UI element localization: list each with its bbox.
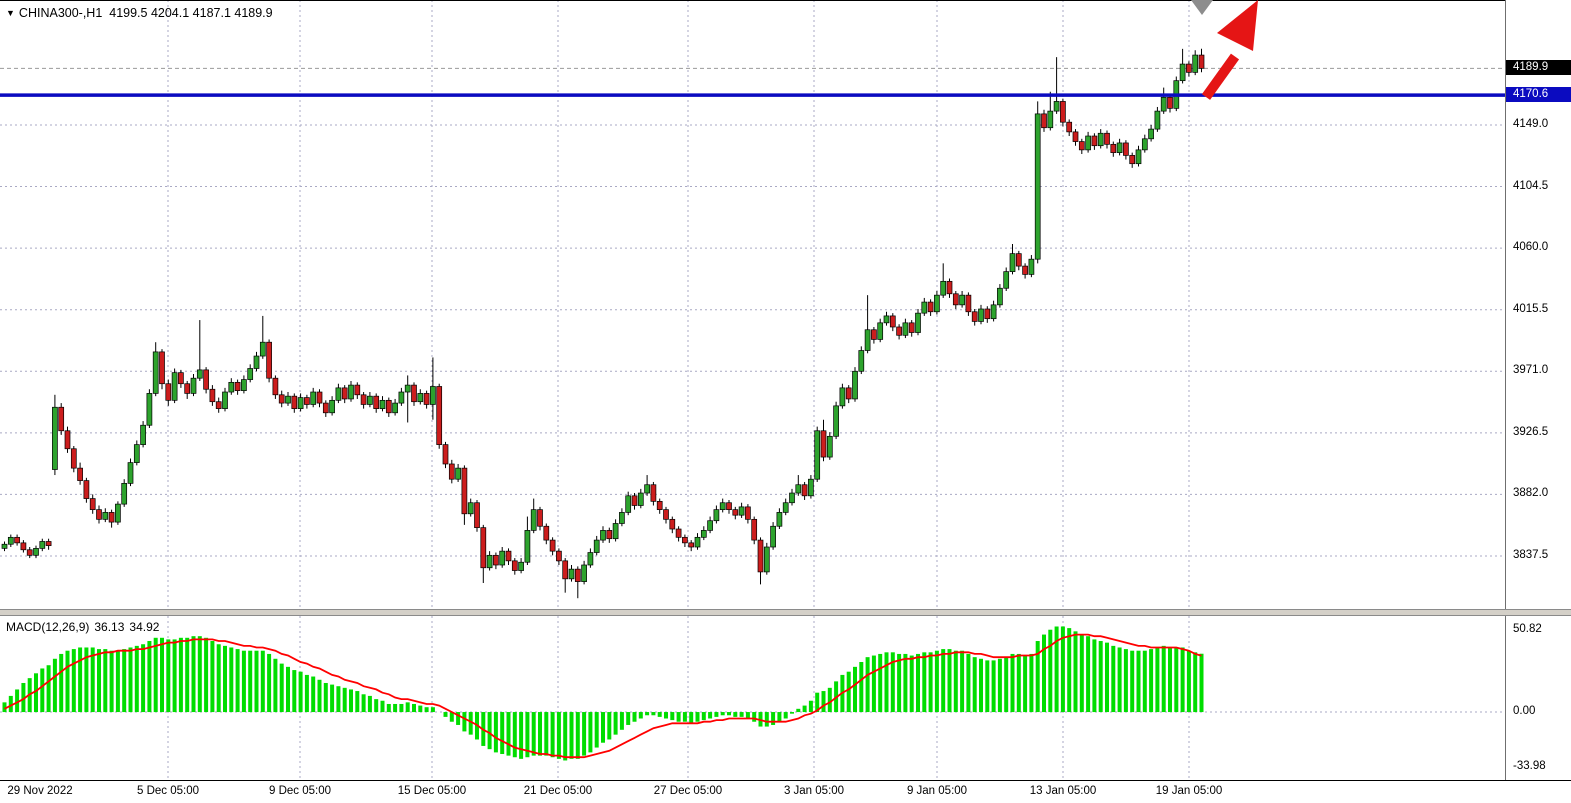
indicator-signal-value: 34.92 bbox=[129, 620, 160, 634]
price-tick-label: 3971.0 bbox=[1513, 364, 1549, 377]
time-tick-label: 3 Jan 05:00 bbox=[783, 785, 845, 797]
time-tick-label: 21 Dec 05:00 bbox=[523, 785, 593, 797]
macd-tick-label: -33.98 bbox=[1513, 759, 1546, 772]
price-axis[interactable]: 4149.0 4104.5 4060.0 4015.5 3971.0 3926.5 3882… bbox=[1505, 0, 1571, 780]
candles-group bbox=[1, 48, 1205, 599]
time-tick-label: 9 Dec 05:00 bbox=[268, 785, 332, 797]
indicator-name: MACD(12,26,9) bbox=[6, 620, 90, 634]
indicator-macd-value: 36.13 bbox=[94, 620, 125, 634]
price-grid bbox=[0, 0, 1505, 609]
price-tick-label: 3926.5 bbox=[1513, 425, 1549, 438]
time-tick-label: 9 Jan 05:00 bbox=[906, 785, 968, 797]
time-tick-label: 29 Nov 2022 bbox=[7, 785, 73, 797]
price-tick-label: 4104.5 bbox=[1513, 179, 1549, 192]
trend-arrow-annotation[interactable] bbox=[1201, 0, 1258, 100]
symbol-header: ▼ CHINA300-,H1 4199.5 4204.1 4187.1 4189.… bbox=[6, 6, 273, 20]
time-tick-label: 27 Dec 05:00 bbox=[653, 785, 723, 797]
time-tick-label: 19 Jan 05:00 bbox=[1155, 785, 1223, 797]
time-tick-label: 13 Jan 05:00 bbox=[1029, 785, 1097, 797]
price-tick-label: 3882.0 bbox=[1513, 487, 1549, 500]
current-price-badge: 4189.9 bbox=[1506, 60, 1571, 76]
time-axis[interactable]: 29 Nov 2022 5 Dec 05:00 9 Dec 05:00 15 Dec … bbox=[0, 780, 1571, 803]
price-tick-label: 4149.0 bbox=[1513, 117, 1549, 130]
ohlc-values: 4199.5 4204.1 4187.1 4189.9 bbox=[109, 6, 273, 20]
price-tick-label: 3837.5 bbox=[1513, 549, 1549, 561]
time-tick-label: 15 Dec 05:00 bbox=[397, 785, 467, 797]
price-tick-label: 4015.5 bbox=[1513, 302, 1549, 315]
panel-splitter[interactable] bbox=[0, 609, 1571, 616]
macd-chart[interactable] bbox=[0, 616, 1505, 780]
hline-price-badge: 4170.6 bbox=[1506, 87, 1571, 103]
macd-histogram-group bbox=[2, 626, 1204, 761]
macd-tick-label: 0.00 bbox=[1513, 705, 1536, 718]
indicator-label: MACD(12,26,9) 36.13 34.92 bbox=[6, 620, 164, 634]
symbol-title: CHINA300-,H1 bbox=[18, 6, 103, 20]
price-tick-label: 4060.0 bbox=[1513, 241, 1549, 254]
time-tick-label: 5 Dec 05:00 bbox=[136, 785, 200, 797]
symbol-dropdown-icon: ▼ bbox=[6, 8, 15, 18]
price-chart[interactable] bbox=[0, 0, 1505, 609]
signal-line bbox=[4, 633, 1202, 759]
macd-tick-label: 50.82 bbox=[1513, 623, 1542, 635]
gray-marker bbox=[1191, 0, 1213, 15]
